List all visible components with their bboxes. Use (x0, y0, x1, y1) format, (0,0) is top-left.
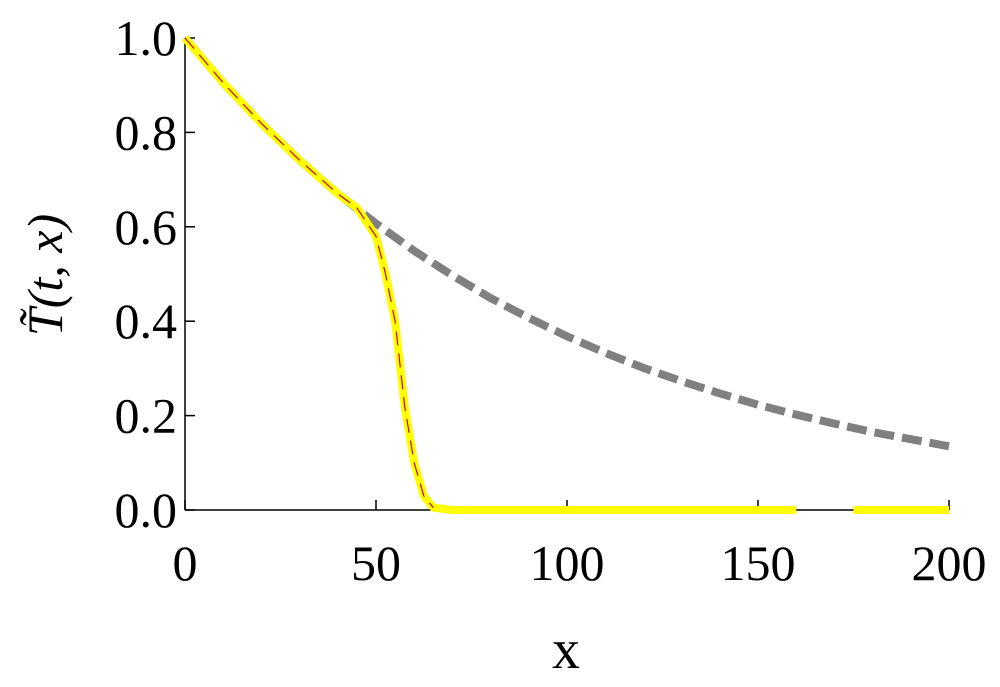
y-tick-label: 0.4 (115, 293, 178, 349)
x-tick-label: 50 (351, 535, 401, 591)
y-tick-label: 0.2 (115, 388, 178, 444)
x-axis-label: x (552, 619, 580, 681)
x-tick-label: 200 (912, 535, 987, 591)
y-tick-label: 1.0 (115, 10, 178, 66)
series-line (181, 35, 949, 514)
x-tick-label: 150 (721, 535, 796, 591)
y-tick-label: 0.8 (115, 104, 178, 160)
series-line (181, 35, 950, 451)
series-line (184, 37, 434, 509)
y-tick-label: 0.6 (115, 199, 178, 255)
x-tick-label: 0 (173, 535, 198, 591)
y-tick-label: 0.0 (115, 482, 178, 538)
y-axis-label: T̃(t, x) (17, 214, 73, 336)
x-tick-label: 100 (530, 535, 605, 591)
